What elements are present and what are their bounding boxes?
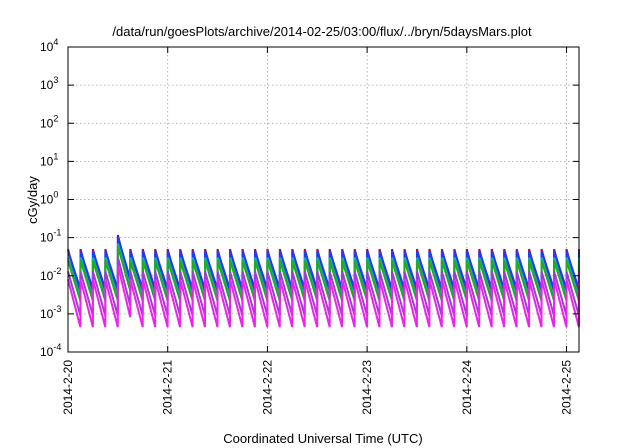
x-tick-label: 2014-2-25 — [560, 360, 574, 415]
y-tick-label: 10-1 — [40, 228, 61, 245]
plot-frame — [67, 46, 580, 353]
y-tick-label: 101 — [40, 151, 58, 168]
y-tick-label: 102 — [40, 113, 58, 130]
series-group — [67, 234, 580, 328]
x-tick-label: 2014-2-21 — [161, 360, 175, 415]
x-tick-label: 2014-2-20 — [61, 360, 75, 415]
x-tick-label: 2014-2-24 — [460, 360, 474, 415]
ticks: 10-4 10-3 10-2 10-1 100 101 102 103 104 2014-2-20… — [40, 37, 579, 415]
y-tick-label: 103 — [40, 75, 58, 92]
y-tick-label: 10-3 — [40, 304, 61, 321]
y-axis-label: cGy/day — [25, 176, 40, 224]
y-tick-label: 104 — [40, 37, 58, 54]
x-axis-label: Coordinated Universal Time (UTC) — [223, 431, 422, 446]
y-tick-label: 10-4 — [40, 342, 61, 359]
y-tick-label: 10-2 — [40, 266, 61, 283]
x-tick-label: 2014-2-23 — [360, 360, 374, 415]
grid — [68, 47, 579, 352]
y-tick-label: 100 — [40, 190, 58, 207]
series-line-6 — [67, 265, 580, 328]
chart-title: /data/run/goesPlots/archive/2014-02-25/0… — [112, 24, 532, 39]
x-tick-label: 2014-2-22 — [260, 360, 274, 415]
